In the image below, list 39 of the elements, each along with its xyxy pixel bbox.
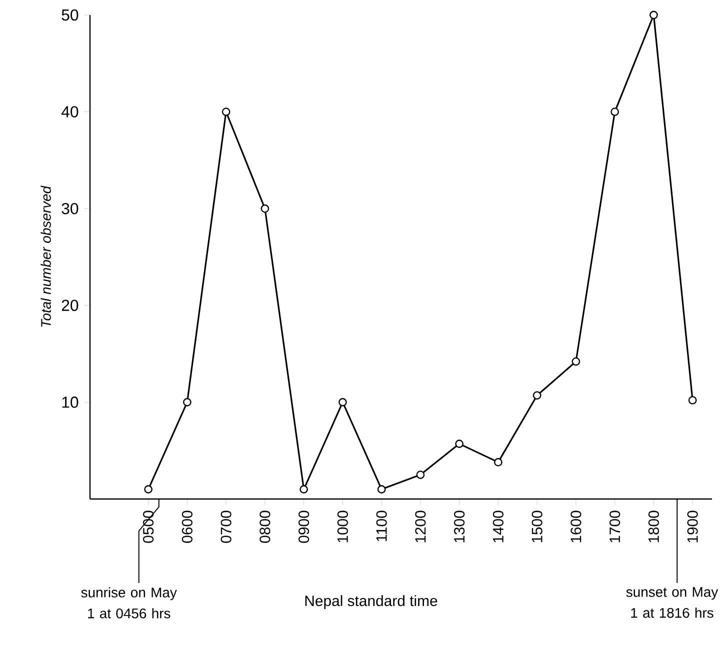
point: [572, 357, 580, 366]
point: [144, 485, 153, 494]
x-tick-label: 1500: [532, 510, 542, 542]
point: [260, 204, 270, 213]
y-tick-label: 50: [62, 9, 78, 21]
x-tick-label: 1700: [610, 510, 620, 542]
x-tick-label: 1000: [337, 510, 348, 542]
point: [300, 485, 308, 494]
point: [455, 440, 464, 448]
x-tick-label: 0500: [143, 510, 154, 543]
x-tick-label: 0600: [182, 510, 192, 543]
text: sunrise on May 1 at 0456 hrs: [81, 587, 177, 618]
point: [532, 391, 542, 400]
x-tick-label: 0700: [220, 510, 232, 543]
x-tick-label: 1800: [648, 510, 659, 542]
x-tick-label: 1300: [454, 510, 465, 542]
point: [494, 458, 502, 466]
text: sunset on May 1 at 1816 hrs: [626, 587, 718, 618]
y-tick-label: 40: [61, 106, 78, 118]
point: [650, 10, 658, 20]
point: [377, 485, 386, 494]
y-axis-title: Total number observed: [40, 186, 51, 327]
x-tick-label: 1200: [415, 510, 426, 542]
x-tick-label: 1600: [570, 510, 582, 542]
point: [222, 108, 230, 116]
point: [416, 470, 425, 479]
point: [610, 108, 620, 116]
x-tick-label: 1100: [376, 510, 387, 542]
y-tick-label: 30: [62, 202, 78, 214]
x-axis-title: Nepal standard time: [305, 595, 438, 610]
x-tick-label: 1900: [687, 510, 698, 542]
point: [688, 396, 697, 404]
point: [183, 398, 192, 406]
y-tick-label: 10: [62, 396, 78, 408]
x-tick-label: 0900: [298, 510, 310, 543]
y-tick-label: 20: [62, 300, 78, 312]
x-tick-label: 1400: [492, 510, 504, 542]
x-tick-label: 0800: [260, 510, 270, 543]
point: [338, 398, 347, 406]
